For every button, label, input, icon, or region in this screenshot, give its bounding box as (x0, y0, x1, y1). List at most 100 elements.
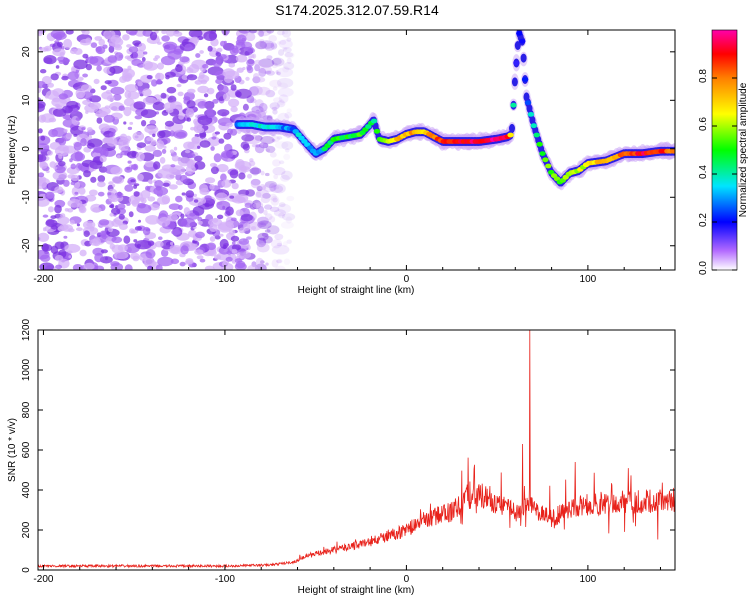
bottom-y-axis-label: SNR (10 * v/v) (7, 418, 18, 482)
noise-blob (194, 155, 203, 162)
noise-blob (85, 110, 89, 114)
noise-blob (269, 102, 280, 110)
noise-blob (262, 192, 271, 199)
noise-blob (230, 217, 237, 222)
noise-blob (274, 233, 284, 240)
noise-blob (132, 40, 142, 46)
noise-blob (197, 115, 213, 126)
noise-blob (258, 102, 268, 112)
noise-blob (266, 70, 275, 76)
noise-blob (159, 157, 166, 164)
noise-blob (247, 173, 252, 179)
noise-blob (193, 199, 199, 203)
noise-blob (175, 64, 183, 73)
noise-blob (167, 50, 182, 60)
noise-blob (83, 170, 91, 178)
noise-blob (235, 209, 244, 217)
noise-blob (223, 40, 227, 45)
noise-blob (221, 150, 234, 159)
noise-blob (148, 179, 153, 185)
noise-blob (179, 261, 186, 267)
noise-blob (275, 70, 279, 74)
noise-blob (107, 139, 118, 147)
noise-blob (39, 161, 48, 169)
noise-blob (257, 65, 272, 74)
noise-blob (212, 217, 219, 223)
noise-blob (284, 52, 294, 58)
noise-blob (162, 182, 170, 187)
noise-blob (231, 182, 239, 190)
top-y-ticks: -20 -10 0 10 20 (21, 46, 675, 253)
noise-blob (194, 133, 200, 138)
noise-blob (207, 45, 213, 52)
noise-blob (108, 37, 124, 47)
ridge-core (510, 102, 517, 108)
ridge-core (539, 151, 546, 156)
noise-blob (260, 260, 265, 264)
noise-blob (276, 30, 285, 36)
noise-blob (276, 71, 281, 76)
noise-blob (236, 34, 247, 44)
noise-blob (133, 239, 138, 243)
noise-blob (231, 241, 236, 245)
noise-blob (38, 143, 50, 152)
noise-blob (94, 36, 103, 41)
noise-blob (276, 78, 294, 88)
noise-blob (184, 149, 191, 154)
noise-blob (142, 226, 151, 236)
noise-blob (158, 236, 163, 240)
noise-blob (259, 40, 274, 49)
noise-blob (92, 207, 102, 213)
noise-blob (57, 144, 69, 152)
noise-blob (93, 78, 100, 85)
noise-blob (96, 117, 103, 124)
noise-blob (229, 45, 239, 56)
noise-blob (135, 151, 145, 162)
colorbar-tick-label: 0.6 (698, 117, 709, 131)
noise-blob (197, 145, 201, 149)
noise-blob (89, 189, 98, 196)
noise-blob (156, 140, 165, 150)
noise-blob (153, 161, 161, 170)
noise-blob (236, 67, 244, 73)
bottom-x-ticks: -200 -100 0 100 (33, 330, 661, 585)
top-x-axis-label: Height of straight line (km) (298, 285, 415, 296)
noise-blob (206, 242, 216, 251)
noise-blob (253, 73, 260, 81)
noise-blob (218, 85, 229, 95)
ridge-core (670, 148, 675, 154)
noise-blob (202, 64, 209, 69)
noise-blob (157, 62, 164, 70)
noise-blob (215, 78, 223, 85)
noise-blob (284, 112, 293, 119)
ridge-core (545, 163, 552, 169)
noise-blob (194, 161, 206, 170)
noise-blob (282, 213, 296, 221)
noise-blob (140, 190, 151, 199)
noise-blob (195, 231, 205, 239)
noise-blob (127, 126, 133, 130)
noise-blob (260, 196, 271, 204)
noise-blob (146, 75, 153, 80)
noise-blob (76, 227, 83, 232)
noise-blob (180, 245, 189, 255)
noise-blob (219, 233, 224, 237)
noise-blob (134, 240, 152, 250)
noise-blob (280, 221, 294, 229)
noise-blob (138, 219, 141, 223)
noise-blob (96, 181, 106, 188)
noise-blob (264, 70, 272, 75)
noise-blob (160, 92, 167, 99)
noise-blob (136, 142, 147, 148)
noise-blob (278, 49, 285, 56)
noise-blob (264, 204, 273, 210)
noise-blob (228, 229, 236, 235)
noise-blob (142, 88, 152, 97)
ridge-core (533, 132, 540, 138)
noise-blob (38, 179, 47, 189)
noise-blob (264, 213, 273, 221)
noise-blob (98, 123, 110, 132)
noise-blob (82, 53, 89, 59)
noise-blob (263, 183, 276, 193)
noise-blob (274, 105, 280, 109)
